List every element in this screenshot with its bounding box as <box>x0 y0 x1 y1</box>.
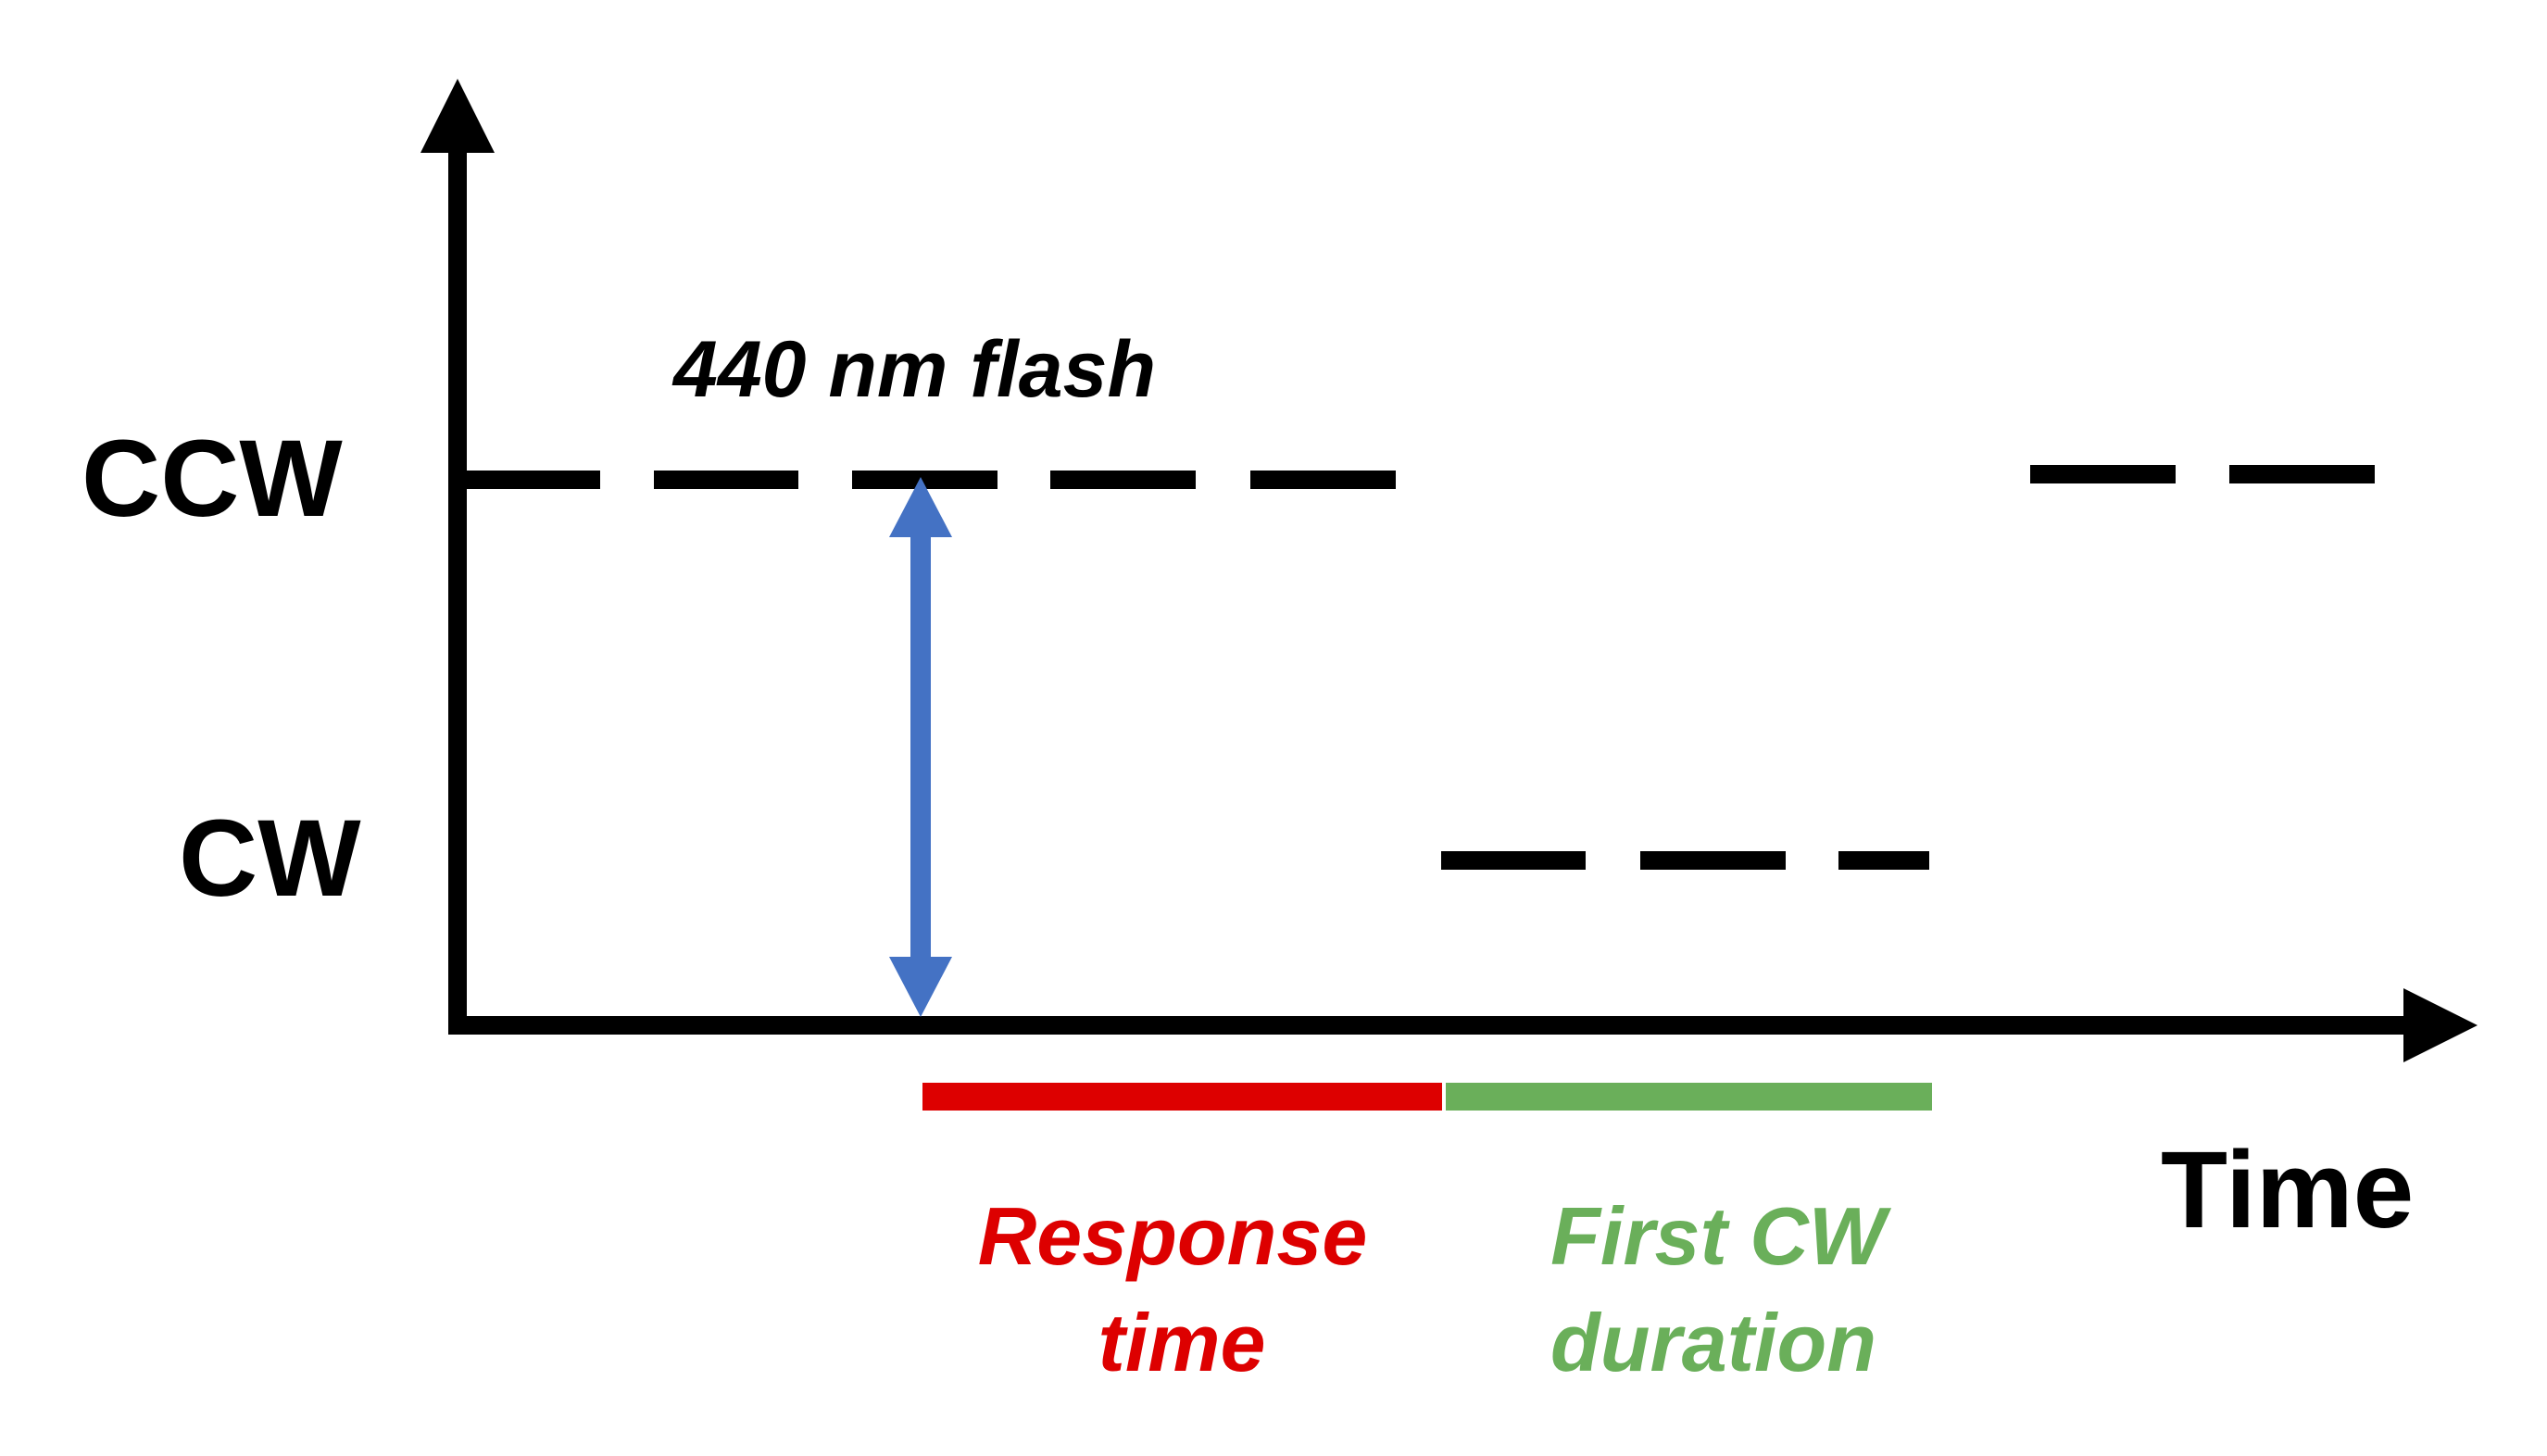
response-time-label-line1: Response <box>978 1190 1368 1282</box>
first-cw-duration-bar <box>1446 1083 1932 1111</box>
flash-arrow-head-up <box>889 477 952 537</box>
ccw-label: CCW <box>82 418 343 540</box>
flash-arrow-shaft <box>910 528 931 963</box>
y-axis <box>420 79 495 1028</box>
first-cw-label-line1: First CW <box>1550 1190 1892 1282</box>
first-cw-label-line2: duration <box>1550 1297 1876 1388</box>
time-label: Time <box>2161 1129 2414 1251</box>
flash-label: 440 nm flash <box>671 325 1156 414</box>
y-axis-arrowhead <box>420 79 495 153</box>
flash-arrow <box>889 477 952 1017</box>
cw-label: CW <box>179 797 361 920</box>
response-time-label-line2: time <box>1098 1297 1266 1388</box>
response-time-bar <box>922 1083 1442 1111</box>
x-axis <box>448 988 2478 1062</box>
flash-arrow-head-down <box>889 957 952 1017</box>
x-axis-arrowhead <box>2403 988 2478 1062</box>
